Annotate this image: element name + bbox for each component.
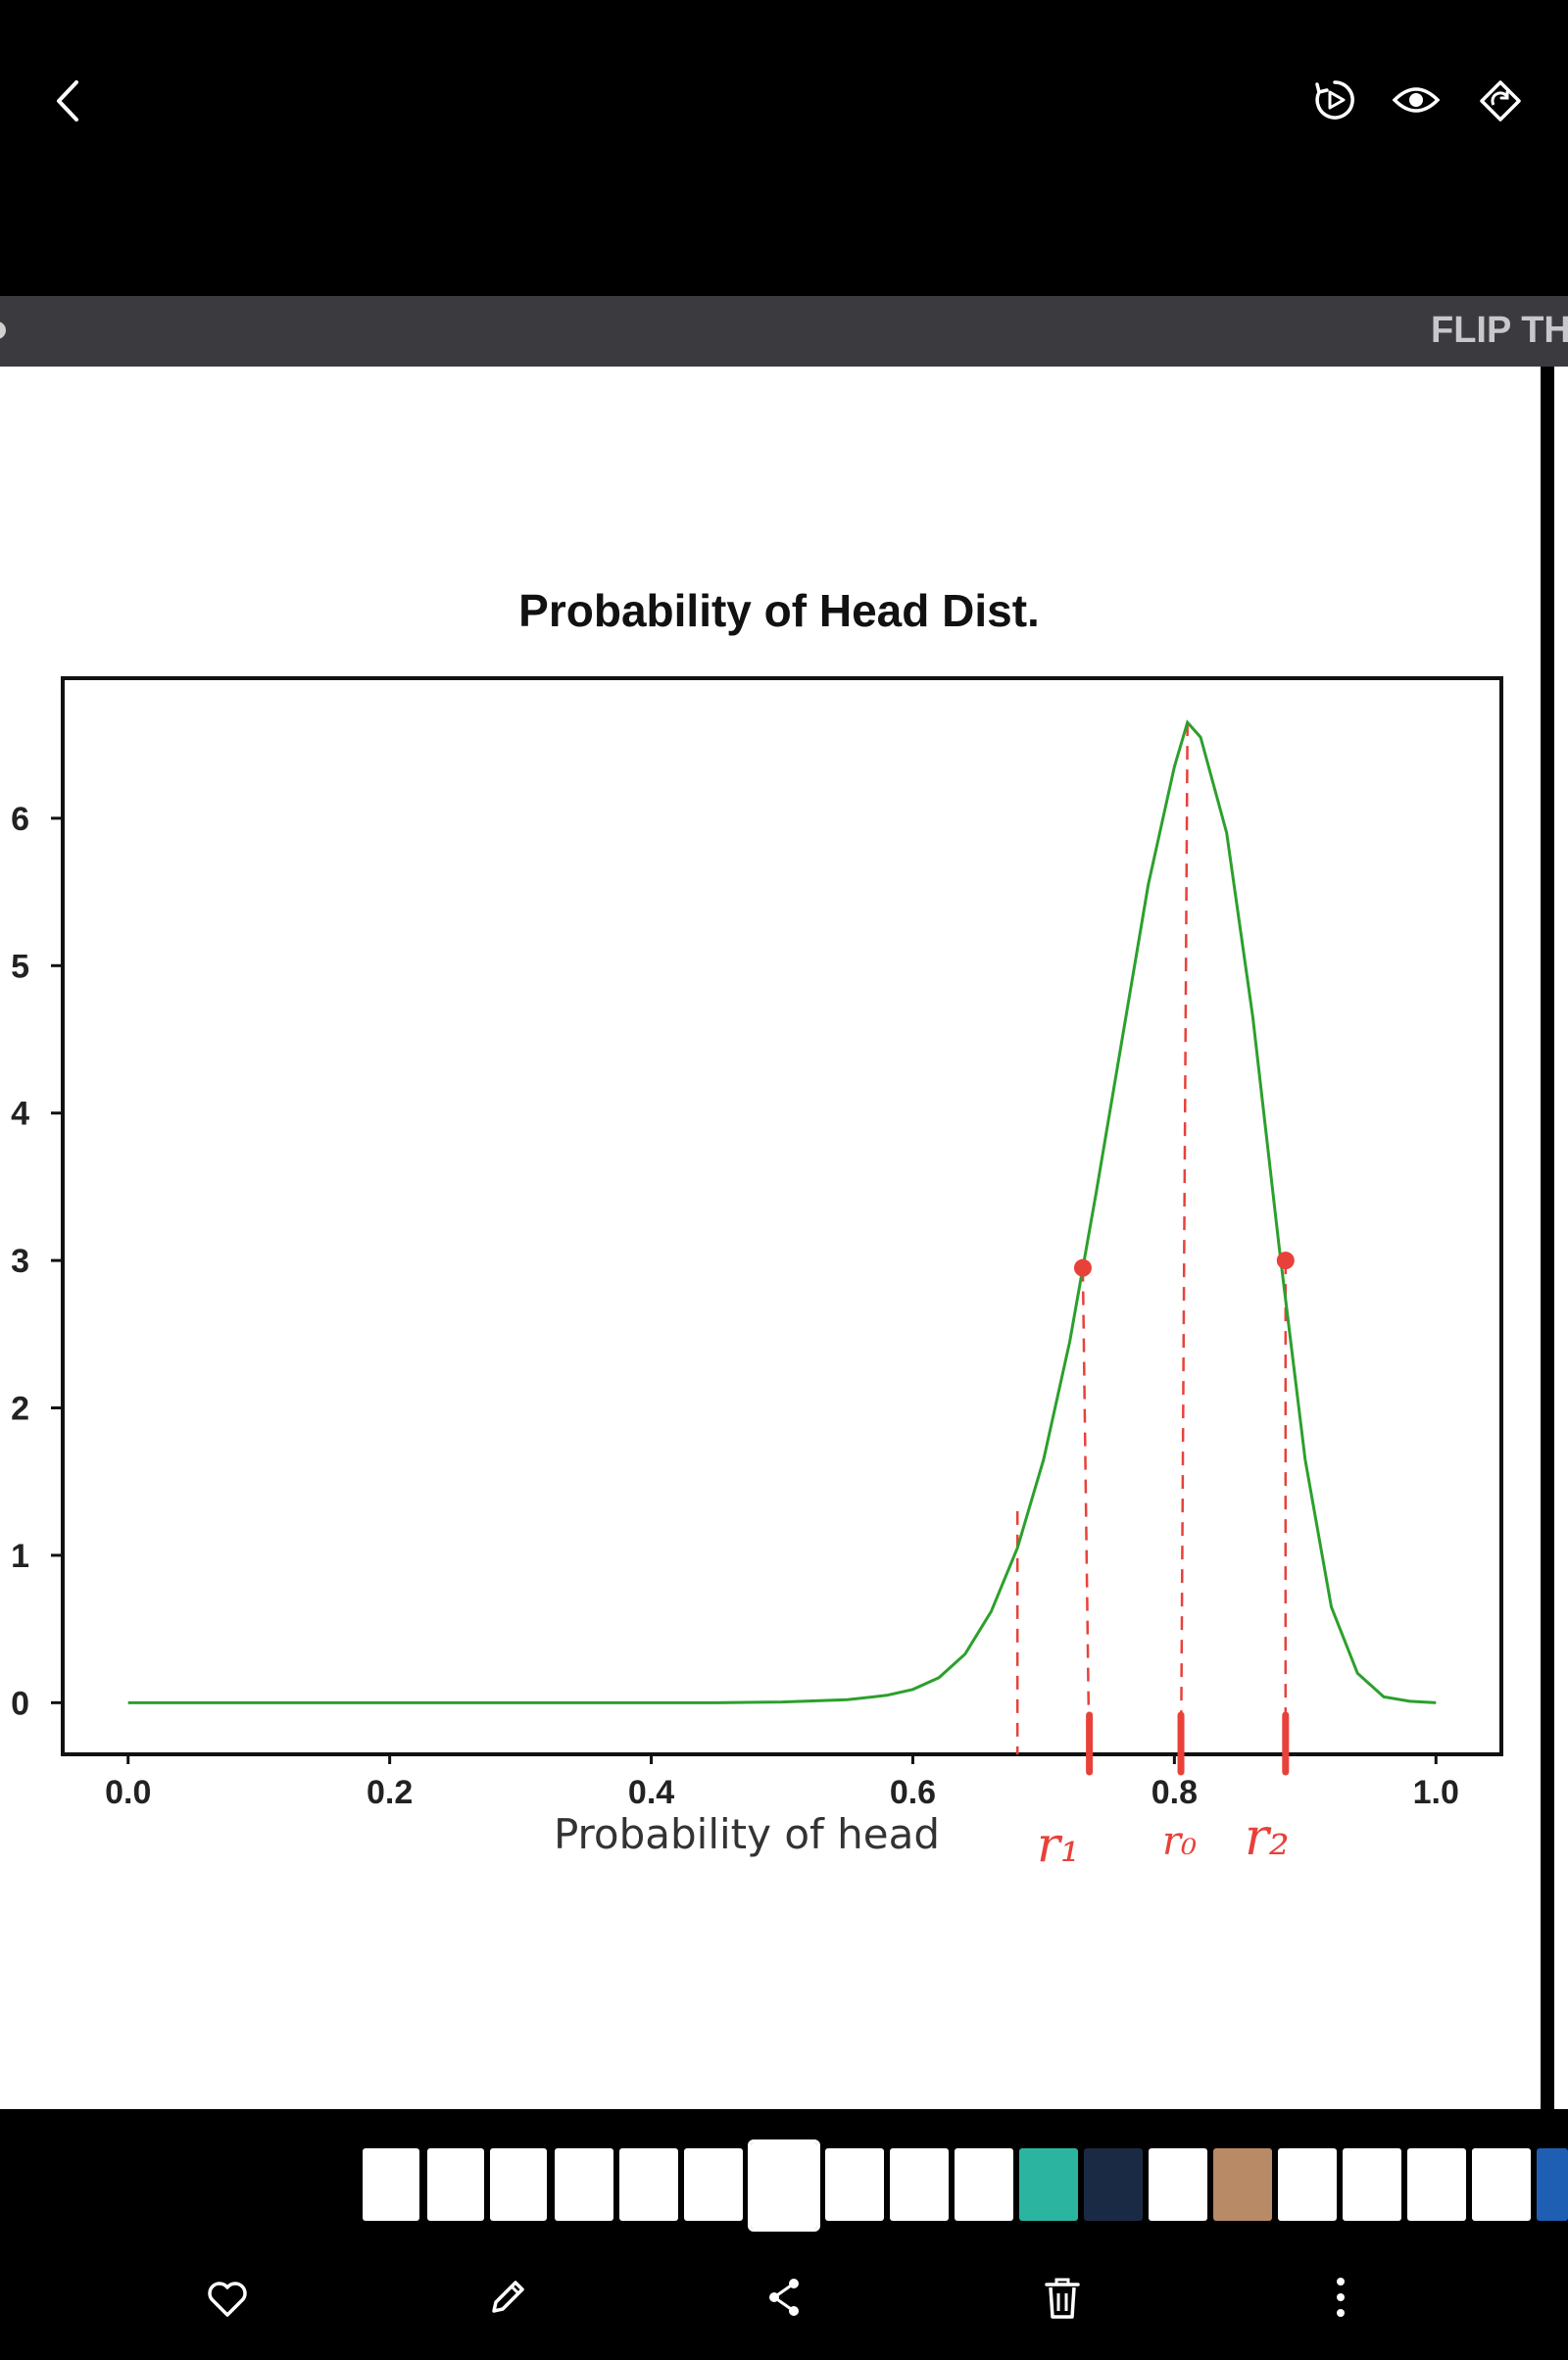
chart-title: Probability of Head Dist. [518,585,1040,636]
annotation-label-r1: r₁ [1037,1816,1080,1873]
y-tick-label: 1 [11,1538,29,1575]
x-tick-label: 0.8 [1152,1774,1198,1811]
top-bar [0,0,1568,296]
thumbnail[interactable] [363,2148,419,2221]
y-tick-label: 2 [11,1391,29,1428]
thumbnail[interactable] [1019,2148,1078,2221]
y-tick-label: 3 [11,1243,29,1280]
trash-icon[interactable] [1043,2276,1082,2321]
y-tick-label: 4 [11,1096,29,1133]
banner-text: FLIP TH [1431,310,1568,351]
annotation-dashed-line [1081,1267,1091,1770]
annotation-label-r0: r₀ [1162,1819,1197,1864]
annotation-markers [1073,1252,1295,1277]
x-tick-label: 0.4 [628,1774,674,1811]
annotation-marker [1073,1258,1092,1277]
thumbnail[interactable] [619,2148,678,2221]
banner-dot [0,321,6,339]
pencil-icon[interactable] [486,2276,529,2319]
thumbnail[interactable] [684,2148,743,2221]
thumbnail[interactable] [1213,2148,1272,2221]
rotate-icon[interactable] [1478,78,1523,123]
heart-icon[interactable] [206,2280,249,2319]
thumbnail[interactable] [1472,2148,1531,2221]
back-arrow-icon[interactable] [49,76,88,125]
y-tick-label: 0 [11,1685,29,1722]
thumbnail-strip[interactable] [0,2109,1568,2246]
annotation-marker [1276,1252,1295,1270]
thumbnail[interactable] [555,2148,613,2221]
x-tick-label: 0.2 [367,1774,413,1811]
thumbnail[interactable] [1149,2148,1207,2221]
share-icon[interactable] [764,2276,804,2319]
bottom-action-bar [0,2246,1568,2360]
x-axis: 0.0 0.2 0.4 0.6 0.8 1.0 [105,1754,1459,1811]
y-tick-label: 6 [11,801,29,838]
y-axis: 0 1 2 3 4 5 6 [11,801,63,1722]
thumbnail[interactable] [890,2148,949,2221]
thumbnail[interactable] [1537,2148,1568,2221]
page-border [1541,367,1554,2109]
annotation-lines [1015,722,1290,1776]
x-tick-label: 0.6 [890,1774,936,1811]
thumbnail[interactable] [955,2148,1013,2221]
video-play-icon[interactable] [1313,78,1356,122]
thumbnail[interactable] [825,2148,884,2221]
eye-icon[interactable] [1392,80,1441,120]
more-vertical-icon[interactable] [1331,2274,1350,2321]
plot-frame [61,676,1503,1756]
thumbnail[interactable] [1278,2148,1337,2221]
thumbnail[interactable] [1407,2148,1466,2221]
annotation-dashed-line [1179,722,1189,1770]
thumbnail[interactable] [427,2148,484,2221]
page-margin [1554,367,1568,2109]
thumbnail[interactable] [490,2148,547,2221]
probability-chart: Probability of Head Dist. 0 1 2 3 4 5 6 0.0 0.2… [11,585,1503,1873]
document-banner: FLIP TH [0,296,1568,367]
handwritten-labels: r₁ r₀ r₂ [1037,1808,1290,1873]
annotation-label-r2: r₂ [1245,1808,1290,1867]
thumbnail[interactable] [1084,2148,1143,2221]
x-axis-label: Probability of head [554,1810,940,1858]
thumbnail[interactable] [1343,2148,1401,2221]
y-tick-label: 5 [11,948,29,985]
x-tick-label: 0.0 [105,1774,151,1811]
series-line [127,719,1437,1704]
x-tick-label: 1.0 [1413,1774,1459,1811]
thumbnail-selected[interactable] [748,2139,820,2232]
image-canvas [0,367,1541,2109]
